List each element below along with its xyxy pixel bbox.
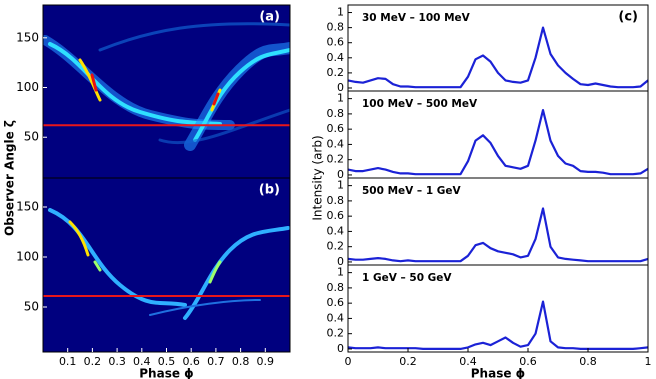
y-tick-label: 0.4 [327, 51, 345, 64]
x-tick-label: 0.8 [579, 355, 597, 368]
line-series [347, 300, 649, 350]
x-tick-label: 0.2 [399, 355, 417, 368]
x-tick-label: 0.3 [108, 355, 126, 368]
y-tick-label: 1 [337, 6, 344, 19]
y-tick-label: 50 [24, 300, 39, 314]
y-tick-label: 0.8 [327, 194, 345, 207]
y-tick-label: 0.2 [327, 327, 345, 340]
heatmap-texture [48, 208, 290, 320]
line-series [347, 109, 649, 176]
y-tick-label: 0.4 [327, 224, 345, 237]
y-tick-label: 0.8 [327, 21, 345, 34]
x-tick-label: 0.4 [459, 355, 477, 368]
y-tick-label: 0 [337, 342, 344, 355]
y-tick-label: 150 [16, 200, 39, 214]
x-tick-label: 1 [645, 355, 652, 368]
x-tick-label: 0.9 [257, 355, 275, 368]
x-tick-label: 0.6 [182, 355, 200, 368]
y-tick-label: 0.2 [327, 240, 345, 253]
y-tick-label: 0 [337, 81, 344, 94]
y-tick-label: 0.4 [327, 137, 345, 150]
x-tick-label: 0 [345, 355, 352, 368]
y-axis-label: Observer Angle ζ [3, 120, 17, 236]
x-tick-label: 0.2 [84, 355, 102, 368]
plot-frame [347, 264, 649, 353]
y-tick-label: 0.6 [327, 296, 345, 309]
y-tick-label: 150 [16, 30, 39, 44]
y-tick-label: 0.4 [327, 311, 345, 324]
y-tick-label: 100 [16, 250, 39, 264]
y-tick-label: 0 [337, 168, 344, 181]
x-tick-label: 0.7 [207, 355, 225, 368]
y-tick-label: 0.6 [327, 36, 345, 49]
y-tick-label: 0.8 [327, 107, 345, 120]
y-axis-label: Intensity (arb) [311, 135, 325, 220]
y-tick-label: 0.2 [327, 153, 345, 166]
x-tick-label: 0.1 [59, 355, 77, 368]
panel-label: (b) [259, 183, 280, 198]
series-label: 1 GeV – 50 GeV [362, 272, 452, 284]
x-tick-label: 0.5 [158, 355, 176, 368]
x-axis-label: Phase ϕ [471, 367, 525, 379]
y-tick-label: 0.8 [327, 281, 345, 294]
y-tick-label: 1 [337, 266, 344, 279]
line-series [347, 26, 649, 89]
line-series [347, 207, 649, 263]
series-label: 500 MeV – 1 GeV [362, 185, 462, 197]
y-tick-label: 0.6 [327, 122, 345, 135]
x-axis-label: Phase ϕ [139, 367, 193, 379]
x-tick-label: 0.6 [519, 355, 537, 368]
y-tick-label: 50 [24, 130, 39, 144]
heatmap-background [43, 5, 290, 178]
y-tick-label: 1 [337, 92, 344, 105]
y-tick-label: 0.6 [327, 209, 345, 222]
y-tick-label: 0 [337, 255, 344, 268]
y-tick-label: 100 [16, 80, 39, 94]
panel-label: (a) [259, 10, 280, 25]
series-label: 100 MeV – 500 MeV [362, 98, 478, 110]
y-tick-label: 0.2 [327, 66, 345, 79]
x-tick-label: 0.4 [133, 355, 151, 368]
x-tick-label: 0.8 [232, 355, 250, 368]
panel-label: (c) [618, 10, 638, 25]
heatmap-background [43, 178, 290, 352]
y-tick-label: 1 [337, 179, 344, 192]
series-label: 30 MeV – 100 MeV [362, 12, 471, 24]
